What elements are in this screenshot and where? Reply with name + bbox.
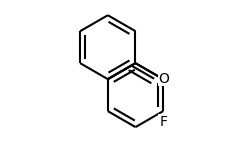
- Text: F: F: [159, 115, 167, 129]
- Text: O: O: [158, 72, 169, 86]
